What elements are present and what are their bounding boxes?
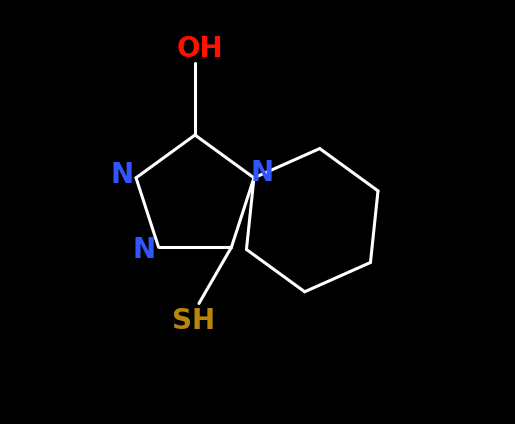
Text: SH: SH [173, 307, 215, 335]
Text: N: N [133, 236, 156, 264]
Text: OH: OH [177, 35, 224, 63]
Text: N: N [250, 159, 273, 187]
Text: N: N [111, 161, 133, 189]
